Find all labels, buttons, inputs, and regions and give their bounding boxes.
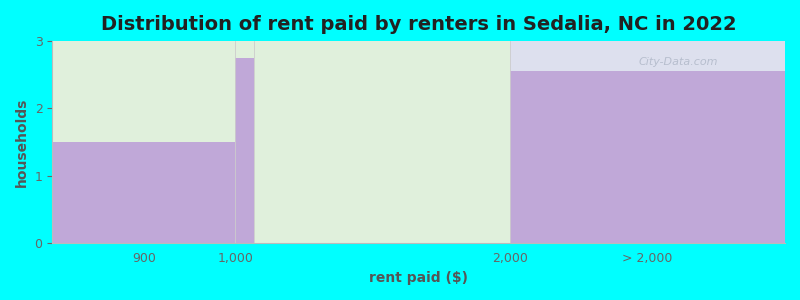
Title: Distribution of rent paid by renters in Sedalia, NC in 2022: Distribution of rent paid by renters in …: [101, 15, 737, 34]
Bar: [235, 41, 254, 243]
Bar: [52, 41, 235, 243]
Bar: [510, 41, 785, 243]
Bar: [235, 58, 254, 243]
X-axis label: rent paid ($): rent paid ($): [369, 271, 468, 285]
Bar: [510, 71, 785, 243]
Bar: [254, 41, 510, 243]
Y-axis label: households: households: [15, 97, 29, 187]
Text: City-Data.com: City-Data.com: [638, 57, 718, 67]
Bar: [52, 142, 235, 243]
